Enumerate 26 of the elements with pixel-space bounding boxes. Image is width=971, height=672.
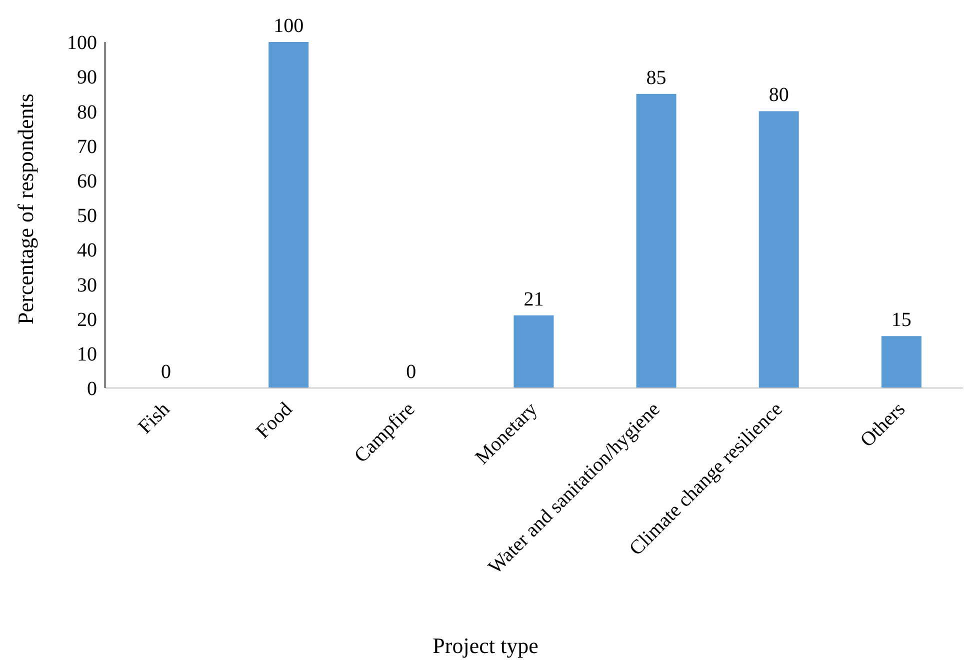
data-label: 15 [891,309,912,332]
bar [881,336,922,388]
y-tick-label: 10 [77,344,97,366]
y-tick-label: 60 [77,170,97,192]
x-axis-title: Project type [432,633,540,659]
data-label: 80 [768,84,789,106]
bar [514,315,554,388]
bar [636,94,676,388]
data-label: 100 [274,15,304,37]
data-label: 0 [161,361,171,383]
y-tick-label: 50 [77,205,97,228]
y-tick-label: 20 [77,308,97,331]
y-tick-label: 30 [77,274,97,296]
data-label: 0 [406,361,416,383]
bar [758,111,799,388]
y-tick-label: 100 [67,32,97,54]
y-tick-label: 90 [77,66,97,89]
y-tick-label: 40 [77,240,97,262]
data-label: 85 [646,66,666,89]
y-tick-label: 80 [77,101,97,124]
x-tick-label: Fish [134,398,174,438]
y-tick-label: 0 [87,378,97,400]
bar [268,42,309,388]
data-label: 21 [524,288,544,310]
y-axis-title: Percentage of respondents [13,94,39,324]
y-tick-label: 70 [77,136,97,158]
